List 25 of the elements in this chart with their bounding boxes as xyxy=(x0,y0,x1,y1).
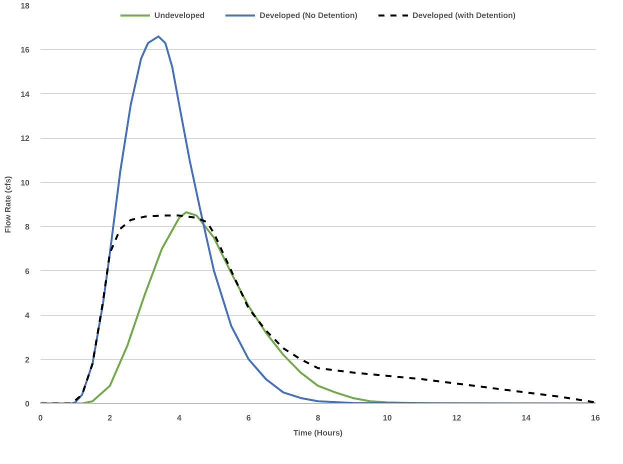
y-axis-title: Flow Rate (cfs) xyxy=(4,176,13,233)
y-tick-label: 10 xyxy=(20,178,30,188)
y-tick-label: 4 xyxy=(25,311,30,320)
x-tick-label: 14 xyxy=(522,414,532,422)
y-tick-label: 8 xyxy=(25,222,30,232)
x-tick-label: 4 xyxy=(177,414,182,422)
x-tick-label: 12 xyxy=(452,414,462,422)
y-tick-label: 2 xyxy=(25,355,30,364)
x-tick-label: 10 xyxy=(382,414,392,422)
x-tick-label: 8 xyxy=(316,414,321,422)
y-tick-label: 14 xyxy=(20,90,30,99)
y-tick-label: 0 xyxy=(25,400,30,408)
x-tick-label: 16 xyxy=(591,414,600,422)
y-tick-label: 12 xyxy=(20,134,30,144)
x-tick-label: 0 xyxy=(38,414,44,422)
line-series xyxy=(40,214,596,404)
legend-label: Developed (with Detention) xyxy=(412,10,516,20)
y-tick-label: 6 xyxy=(25,266,30,276)
legend-label: Undeveloped xyxy=(154,10,205,20)
x-tick-label: 6 xyxy=(246,414,252,422)
legend-label: Developed (No Detention) xyxy=(260,10,358,20)
y-tick-label: 18 xyxy=(20,2,30,10)
x-axis-title: Time (Hours) xyxy=(293,428,343,438)
x-tick-label: 2 xyxy=(108,414,113,422)
y-tick-label: 16 xyxy=(20,46,30,55)
